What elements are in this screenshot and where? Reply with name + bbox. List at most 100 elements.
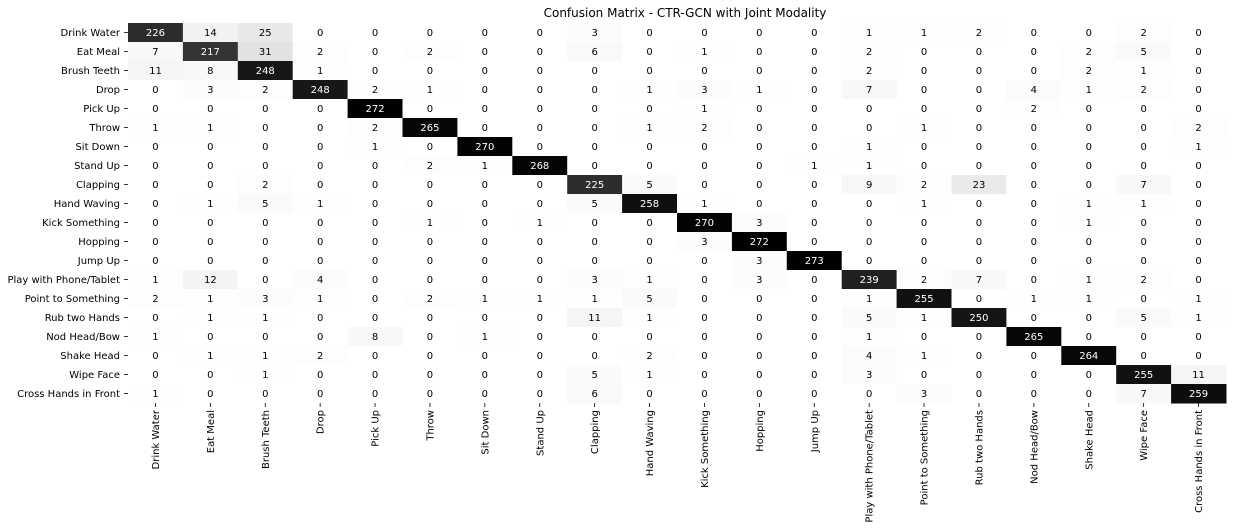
heatmap-cell [677,308,733,328]
heatmap-cell [841,308,898,328]
heatmap-cell [457,365,513,385]
row-tick-label: Kick Something [42,218,120,229]
heatmap-cell [567,289,623,309]
heatmap-cell [292,213,349,233]
column-tick-label: Rub two Hands [974,410,985,485]
heatmap-cell [292,194,349,214]
heatmap-cell [677,327,733,347]
heatmap-cell [677,289,733,309]
cell-value-label: 0 [1086,332,1092,343]
heatmap-cell [567,156,623,176]
cell-value-label: 1 [317,294,323,305]
heatmap-cell [622,42,678,62]
cell-value-label: 0 [701,332,707,343]
heatmap-cell [622,194,678,214]
heatmap-cell [347,194,403,214]
cell-value-label: 0 [921,85,927,96]
cell-value-label: 2 [427,161,433,172]
cell-value-label: 0 [372,218,378,229]
heatmap-cell [237,23,294,43]
heatmap-cell [567,270,623,290]
cell-value-label: 0 [811,199,817,210]
cell-value-label: 2 [1195,123,1201,134]
heatmap-cell [128,289,184,309]
cell-value-label: 264 [1079,351,1098,362]
heatmap-cell [1006,194,1062,214]
heatmap-cell [1171,42,1227,62]
cell-value-label: 0 [152,85,158,96]
cell-value-label: 0 [427,351,433,362]
heatmap-cell [128,270,184,290]
heatmap-cell [1116,42,1172,62]
heatmap-cell [1061,175,1117,195]
heatmap-cell [567,251,623,271]
cell-value-label: 0 [1031,123,1037,134]
cell-value-label: 1 [1086,199,1092,210]
heatmap-cell [731,308,788,328]
cell-value-label: 0 [427,389,433,400]
heatmap-cell [128,156,184,176]
column-tick-label: Drink Water [151,409,162,469]
heatmap-cell [896,327,952,347]
cell-value-label: 0 [537,47,543,58]
heatmap-cell [786,194,843,214]
cell-value-label: 0 [482,180,488,191]
heatmap-cell [402,118,458,138]
cell-value-label: 0 [482,275,488,286]
heatmap-cell [1006,80,1062,100]
cell-value-label: 0 [1031,28,1037,39]
heatmap-cell [1171,156,1227,176]
heatmap-cell [677,384,733,404]
cell-value-label: 0 [207,256,213,267]
heatmap-cell [567,42,623,62]
heatmap-cell [347,327,403,347]
cell-value-label: 0 [811,28,817,39]
column-tick-label: Point to Something [920,410,931,505]
heatmap-cell [896,365,952,385]
heatmap-cell [292,156,349,176]
heatmap-cell [1006,289,1062,309]
cell-value-label: 0 [756,199,762,210]
heatmap-cell [786,42,843,62]
cell-value-label: 0 [152,370,158,381]
cell-value-label: 2 [372,85,378,96]
heatmap-cell [128,23,184,43]
cell-value-label: 0 [1031,313,1037,324]
cell-value-label: 0 [701,180,707,191]
cell-value-label: 1 [427,218,433,229]
heatmap-cell [1061,194,1117,214]
cell-value-label: 0 [1031,275,1037,286]
cell-value-label: 0 [811,351,817,362]
cell-value-label: 0 [262,332,268,343]
cell-value-label: 0 [537,199,543,210]
heatmap-cell [1061,80,1117,100]
cell-value-label: 1 [152,332,158,343]
heatmap-cell [567,175,623,195]
cell-value-label: 2 [1140,85,1146,96]
heatmap-cell [731,289,788,309]
heatmap-cell [1171,346,1227,366]
cell-value-label: 0 [866,256,872,267]
heatmap-cell [567,232,623,252]
cell-value-label: 0 [811,332,817,343]
cell-value-label: 1 [866,294,872,305]
heatmap-cell [512,175,568,195]
heatmap-cell [402,80,458,100]
cell-value-label: 4 [317,275,323,286]
cell-value-label: 0 [317,28,323,39]
cell-value-label: 0 [317,161,323,172]
heatmap-cell [896,232,952,252]
heatmap-cell [786,384,843,404]
heatmap-cell [347,80,403,100]
heatmap-cell [237,384,294,404]
cell-value-label: 2 [1086,47,1092,58]
cell-value-label: 0 [1195,332,1201,343]
heatmap-cell [896,80,952,100]
cell-value-label: 0 [537,123,543,134]
cell-value-label: 5 [646,294,652,305]
heatmap-cell [512,61,568,81]
cell-value-label: 0 [921,142,927,153]
heatmap-cell [841,213,898,233]
cell-value-label: 0 [976,237,982,248]
cell-value-label: 0 [537,66,543,77]
